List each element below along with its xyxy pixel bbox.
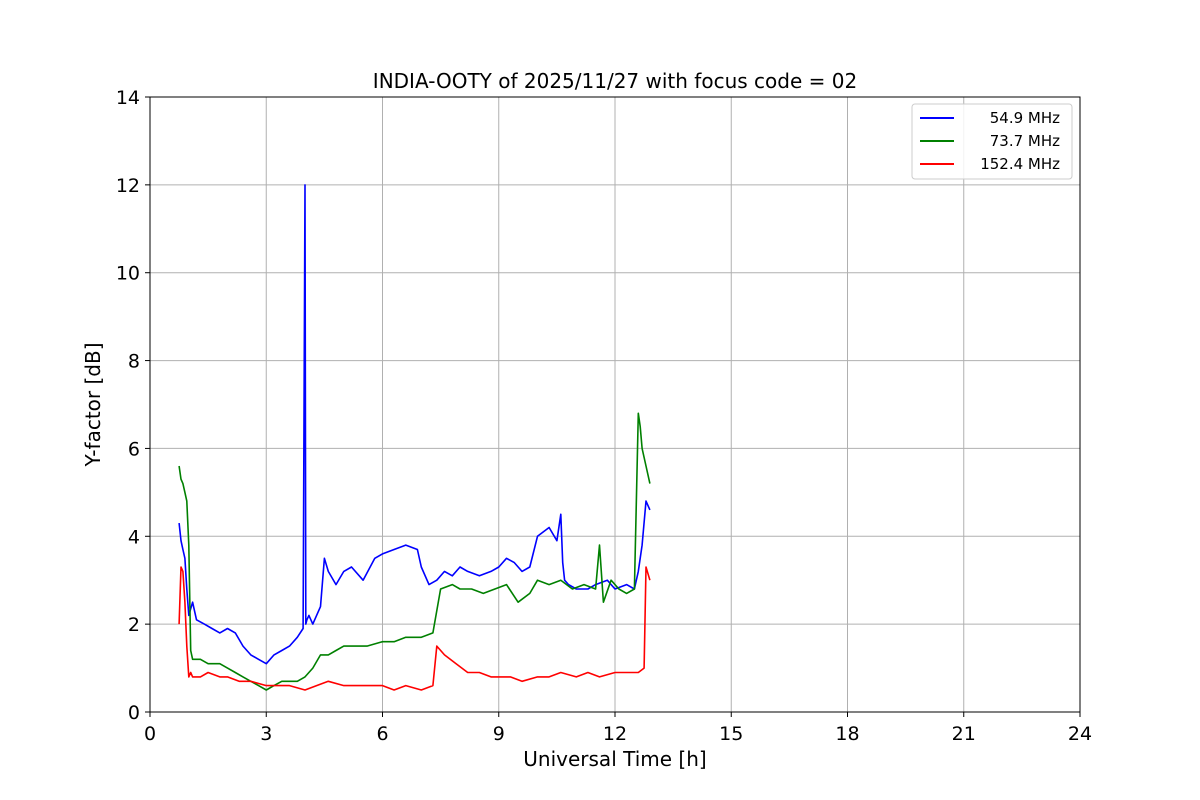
series-layer xyxy=(178,184,651,691)
y-tick-label: 6 xyxy=(128,438,140,460)
x-tick-label: 3 xyxy=(260,723,272,745)
x-tick-label: 15 xyxy=(719,723,743,745)
y-tick-label: 12 xyxy=(116,175,140,197)
legend-label: 73.7 MHz xyxy=(990,132,1060,150)
series-line-1 xyxy=(178,412,651,691)
series-line-2 xyxy=(178,566,651,691)
y-tick-label: 10 xyxy=(116,263,140,285)
y-tick-label: 0 xyxy=(128,702,140,724)
series-line-0 xyxy=(178,184,651,665)
x-tick-label: 21 xyxy=(952,723,976,745)
y-axis-label: Y-factor [dB] xyxy=(81,342,105,467)
legend-box xyxy=(911,103,1073,180)
y-tick-label: 2 xyxy=(128,614,140,636)
y-tick-label: 4 xyxy=(128,526,140,548)
legend: 54.9 MHz 73.7 MHz 152.4 MHz xyxy=(911,103,1073,180)
x-axis-label: Universal Time [h] xyxy=(523,747,706,771)
chart-title: INDIA-OOTY of 2025/11/27 with focus code… xyxy=(373,69,857,93)
x-tick-label: 0 xyxy=(144,723,156,745)
legend-label: 54.9 MHz xyxy=(990,109,1060,127)
x-tick-label: 24 xyxy=(1068,723,1092,745)
x-tick-label: 6 xyxy=(376,723,388,745)
y-tick-label: 14 xyxy=(116,87,140,109)
x-tick-label: 18 xyxy=(835,723,859,745)
x-tick-label: 9 xyxy=(493,723,505,745)
legend-label: 152.4 MHz xyxy=(980,155,1060,173)
x-tick-label: 12 xyxy=(603,723,627,745)
y-tick-label: 8 xyxy=(128,351,140,373)
